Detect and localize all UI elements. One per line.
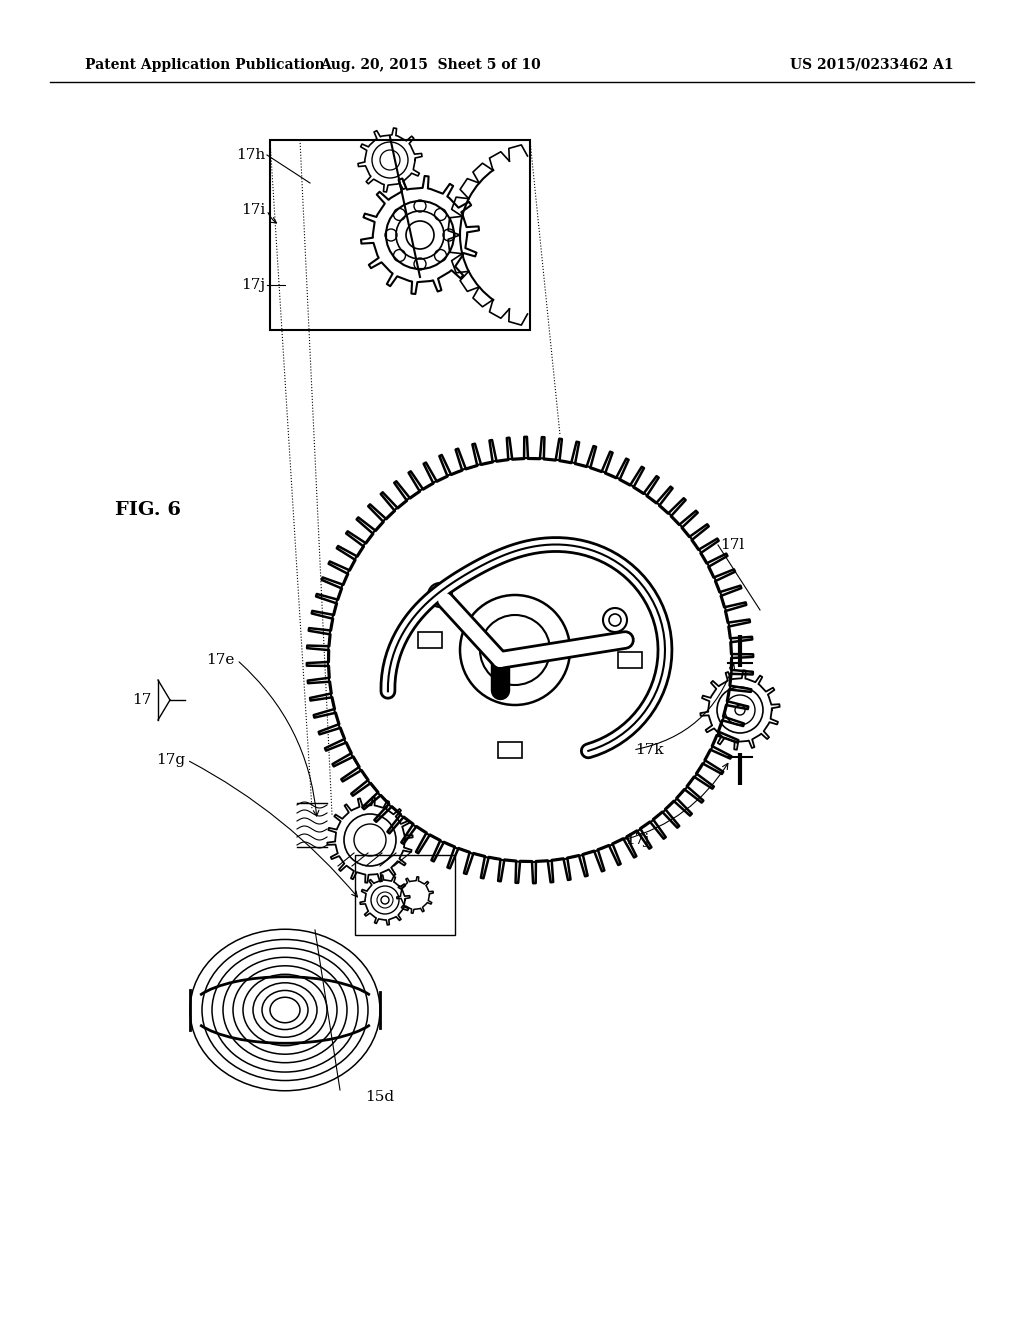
Text: 17i: 17i (241, 203, 265, 216)
Text: 15d: 15d (366, 1090, 394, 1104)
Text: Patent Application Publication: Patent Application Publication (85, 58, 325, 73)
Text: 17j: 17j (241, 279, 265, 292)
Text: Aug. 20, 2015  Sheet 5 of 10: Aug. 20, 2015 Sheet 5 of 10 (319, 58, 541, 73)
Text: 17k: 17k (635, 743, 664, 756)
Bar (418, 632, 442, 648)
Text: US 2015/0233462 A1: US 2015/0233462 A1 (790, 58, 953, 73)
Text: 17g: 17g (156, 752, 185, 767)
Text: 17e: 17e (207, 653, 234, 667)
Bar (618, 652, 642, 668)
Text: FIG. 6: FIG. 6 (115, 502, 181, 519)
Text: 17: 17 (133, 693, 152, 708)
Bar (498, 742, 522, 758)
Text: 17j: 17j (625, 833, 649, 847)
Bar (355, 855, 455, 935)
Bar (270, 140, 530, 330)
Text: 17l: 17l (720, 539, 744, 552)
Text: 17h: 17h (236, 148, 265, 162)
